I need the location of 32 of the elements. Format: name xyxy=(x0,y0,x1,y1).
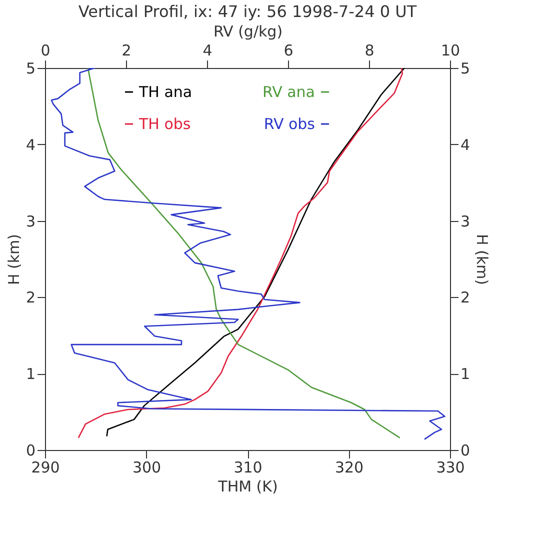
y-tick-label: 5 xyxy=(26,60,36,78)
x-tick-label: 290 xyxy=(31,458,60,476)
x2-tick-label: 6 xyxy=(284,42,294,60)
y2-tick-label: 3 xyxy=(460,212,470,230)
y-tick-label: 0 xyxy=(26,442,36,460)
x-tick-label: 310 xyxy=(234,458,262,476)
y2-tick-label: 2 xyxy=(460,288,470,307)
y-tick-label: 4 xyxy=(26,136,36,154)
x-tick-label: 330 xyxy=(436,458,465,476)
y2-tick-label: 1 xyxy=(460,365,470,384)
legend-label: TH obs xyxy=(138,115,191,133)
y-tick-label: 1 xyxy=(26,365,36,384)
x2-axis-title: RV (g/kg) xyxy=(213,22,283,40)
x2-tick-label: 10 xyxy=(440,42,460,60)
x2-tick-label: 4 xyxy=(202,42,212,60)
x-axis-title: THM (K) xyxy=(217,478,278,496)
x2-tick-label: 0 xyxy=(40,42,50,60)
y2-axis-title: H (km) xyxy=(473,234,492,286)
legend-label: TH ana xyxy=(138,83,192,101)
y2-tick-label: 0 xyxy=(460,442,470,460)
text: RV ana xyxy=(262,83,315,101)
x2-tick-label: 2 xyxy=(122,42,132,60)
x-tick-label: 320 xyxy=(334,458,364,476)
y2-tick-label: 4 xyxy=(460,136,470,154)
x2-tick-label: 8 xyxy=(364,42,374,60)
text: RV obs xyxy=(264,115,316,133)
y-tick-label: 3 xyxy=(26,212,36,230)
y-tick-label: 2 xyxy=(26,288,36,307)
y-axis-title: H (km) xyxy=(4,234,23,286)
x-tick-label: 300 xyxy=(132,458,162,476)
chart-title: Vertical Profil, ix: 47 iy: 56 1998-7-24 0 UT xyxy=(78,2,417,21)
y2-tick-label: 5 xyxy=(460,60,470,78)
